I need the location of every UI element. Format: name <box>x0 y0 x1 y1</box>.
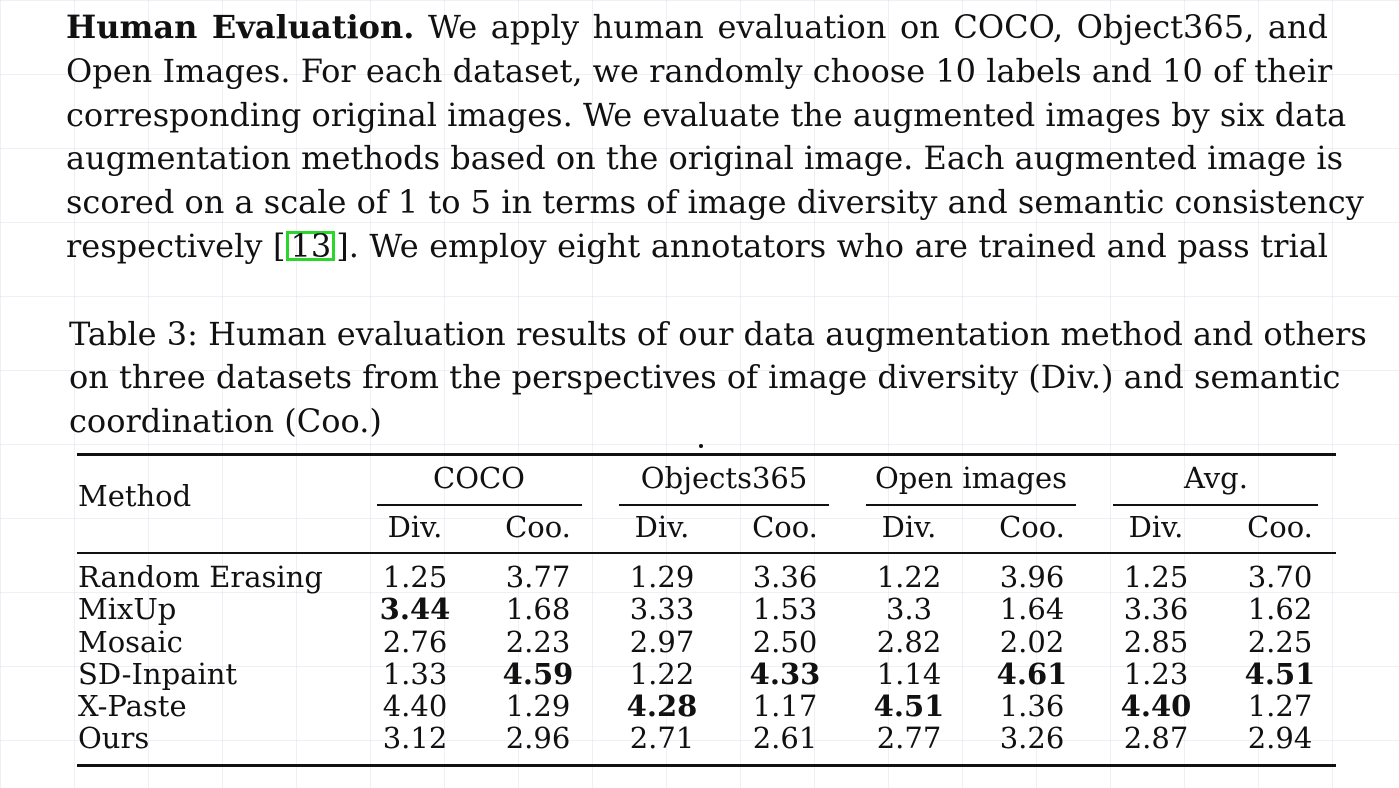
subheader: Div. <box>387 510 443 544</box>
paragraph-line-1: Human Evaluation. We apply human evaluat… <box>66 8 1329 46</box>
subheader: Coo. <box>999 510 1065 544</box>
table-cell: 2.23 <box>505 625 571 659</box>
body-paragraph: Human Evaluation. We apply human evaluat… <box>66 6 1364 269</box>
group-header: COCO <box>433 461 525 495</box>
table-bottom-rule <box>77 764 1336 767</box>
paragraph-line-2: Open Images. For each dataset, we random… <box>66 51 1333 90</box>
table-cell: 1.25 <box>382 560 448 594</box>
table-row-method: MixUp <box>78 592 177 626</box>
group-underline <box>1113 504 1318 506</box>
table-caption: Table 3: Human evaluation results of our… <box>69 313 1367 443</box>
table-top-rule <box>77 453 1336 456</box>
table-cell: 3.77 <box>505 560 571 594</box>
paragraph-line-4: augmentation methods based on the origin… <box>66 139 1344 178</box>
table-cell: 1.27 <box>1247 689 1313 723</box>
table-cell: 1.53 <box>752 592 818 626</box>
paragraph-line-6: respectively [13]. We employ eight annot… <box>66 226 1329 265</box>
group-header: Open images <box>874 461 1068 495</box>
table-cell: 1.17 <box>752 689 818 723</box>
table-cell: 1.23 <box>1123 657 1189 691</box>
table-cell: 1.22 <box>876 560 942 594</box>
paragraph-line-5: scored on a scale of 1 to 5 in terms of … <box>66 183 1364 222</box>
table-cell: 3.12 <box>382 721 448 755</box>
group-header: Objects365 <box>640 461 808 495</box>
table-row-method: Mosaic <box>78 625 183 659</box>
table-cell: 4.51 <box>1244 657 1316 691</box>
paragraph-lead: Human Evaluation. <box>66 8 415 46</box>
table-cell: 2.97 <box>629 625 695 659</box>
table-cell: 1.22 <box>629 657 695 691</box>
table-cell: 2.85 <box>1123 625 1189 659</box>
table-cell: 2.61 <box>752 721 818 755</box>
subheader: Div. <box>1128 510 1184 544</box>
table-cell: 1.25 <box>1123 560 1189 594</box>
table-cell: 4.33 <box>749 657 821 691</box>
table-cell: 3.36 <box>1123 592 1189 626</box>
table-row-method: SD-Inpaint <box>78 657 238 691</box>
table-cell: 1.14 <box>876 657 942 691</box>
subheader: Coo. <box>752 510 818 544</box>
table-row-method: Ours <box>78 721 150 755</box>
table-cell: 3.44 <box>379 592 451 626</box>
group-header: Avg. <box>1184 461 1248 495</box>
table-cell: 1.64 <box>999 592 1065 626</box>
table-cell: 2.50 <box>752 625 818 659</box>
subheader: Div. <box>881 510 937 544</box>
table-cell: 2.02 <box>999 625 1065 659</box>
caption-line-2: on three datasets from the perspectives … <box>69 358 1341 397</box>
table-cell: 4.51 <box>873 689 945 723</box>
table-cell: 4.40 <box>1120 689 1192 723</box>
table-cell: 3.26 <box>999 721 1065 755</box>
citation-link[interactable]: 13 <box>286 230 336 262</box>
table-cell: 2.25 <box>1247 625 1313 659</box>
table-cell: 4.61 <box>996 657 1068 691</box>
table-cell: 2.87 <box>1123 721 1189 755</box>
stray-dot <box>699 444 703 448</box>
table-cell: 1.68 <box>505 592 571 626</box>
table-cell: 3.33 <box>629 592 695 626</box>
table-cell: 2.96 <box>505 721 571 755</box>
table-cell: 2.71 <box>629 721 695 755</box>
subheader: Coo. <box>505 510 571 544</box>
paragraph-line-3: corresponding original images. We evalua… <box>66 95 1347 134</box>
table-row-method: Random Erasing <box>78 560 323 594</box>
table-cell: 4.28 <box>626 689 698 723</box>
subheader: Div. <box>634 510 690 544</box>
method-header: Method <box>78 479 192 513</box>
table-cell: 2.82 <box>876 625 942 659</box>
table-cell: 3.3 <box>885 592 933 626</box>
group-underline <box>377 504 582 506</box>
table-cell: 2.94 <box>1247 721 1313 755</box>
table-cell: 2.76 <box>382 625 448 659</box>
table-cell: 1.29 <box>629 560 695 594</box>
group-underline <box>619 504 829 506</box>
table-cell: 3.96 <box>999 560 1065 594</box>
table-cell: 3.36 <box>752 560 818 594</box>
table-cell: 1.33 <box>382 657 448 691</box>
table-cell: 2.77 <box>876 721 942 755</box>
table-row-method: X-Paste <box>78 689 187 723</box>
table-cell: 1.29 <box>505 689 571 723</box>
table-mid-rule <box>77 552 1336 554</box>
table-cell: 1.36 <box>999 689 1065 723</box>
table-cell: 4.59 <box>502 657 574 691</box>
table-cell: 4.40 <box>382 689 448 723</box>
subheader: Coo. <box>1247 510 1313 544</box>
caption-line-1: Table 3: Human evaluation results of our… <box>69 315 1367 353</box>
table-cell: 3.70 <box>1247 560 1313 594</box>
group-underline <box>866 504 1076 506</box>
caption-line-3: coordination (Coo.) <box>69 401 382 440</box>
table-cell: 1.62 <box>1247 592 1313 626</box>
